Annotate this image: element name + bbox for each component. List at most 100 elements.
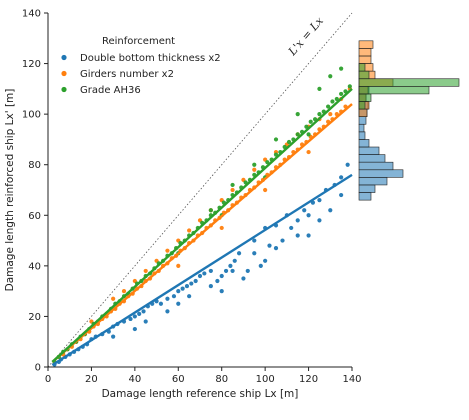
histogram-bar-series-0 (358, 123, 365, 133)
scatter-point-series-1 (230, 187, 235, 193)
histogram-bar-series-2 (358, 63, 366, 72)
scatter-point-series-0 (328, 208, 333, 213)
scatter-point-series-2 (308, 119, 313, 124)
scatter-point-series-2 (295, 132, 300, 137)
histogram-bar-series-0 (358, 116, 367, 125)
x-tick-label: 120 (299, 374, 318, 385)
scatter-point-series-0 (187, 294, 192, 299)
fit-line-series-0 (51, 173, 353, 366)
histogram-bar-series-2 (358, 70, 370, 80)
scatter-point-series-0 (258, 263, 263, 268)
scatter-point-series-1 (187, 228, 192, 233)
histogram-bar-series-2 (358, 86, 430, 95)
histogram-bar-series-2 (358, 101, 366, 110)
scatter-point-series-1 (219, 225, 224, 231)
histogram-bar-series-1 (358, 55, 372, 64)
scatter-point-series-2 (230, 182, 235, 188)
scatter-point-series-0 (189, 281, 194, 286)
scatter-point-series-0 (171, 294, 177, 299)
legend-title: Reinforcement (102, 36, 175, 47)
x-tick-label: 40 (128, 374, 141, 385)
x-tick-label: 80 (215, 374, 228, 385)
scatter-point-series-0 (339, 192, 344, 198)
scatter-point-series-2 (347, 84, 352, 89)
scatter-point-series-0 (180, 286, 185, 291)
histogram-bar-series-2 (358, 93, 372, 102)
scatter-point-series-1 (121, 289, 127, 294)
scatter-point-series-2 (273, 137, 279, 142)
scatter-point-series-0 (197, 273, 203, 279)
scatter-point-series-1 (252, 167, 257, 172)
scatter-point-series-0 (289, 225, 294, 231)
histogram-bar-series-1 (358, 48, 372, 57)
y-tick-label: 140 (22, 9, 41, 20)
scatter-point-series-0 (280, 238, 285, 243)
histogram-bar-series-0 (358, 161, 394, 171)
fit-line-series-2 (51, 87, 353, 363)
y-tick-label: 0 (35, 363, 41, 374)
scatter-point-series-1 (328, 112, 333, 117)
scatter-point-series-2 (334, 96, 339, 102)
scatter-point-series-1 (306, 149, 311, 155)
scatter-point-series-0 (143, 319, 148, 324)
scatter-point-series-0 (263, 258, 268, 263)
scatter-point-series-0 (295, 218, 300, 223)
histogram-bar-series-2 (358, 78, 460, 87)
y-tick-label: 40 (28, 261, 41, 272)
identity-line (47, 12, 353, 368)
scatter-point-series-0 (252, 251, 257, 256)
scatter-point-series-2 (252, 162, 257, 167)
y-axis-label: Damage length reinforced ship Lx' [m] (4, 89, 16, 292)
scatter-point-series-0 (208, 283, 213, 289)
scatter-point-series-2 (339, 66, 344, 71)
scatter-point-series-0 (295, 233, 300, 238)
legend-entry-label: Double bottom thickness x2 (80, 53, 221, 64)
scatter-point-series-2 (208, 208, 213, 213)
identity-line-annotation: L'x = Lx (285, 14, 326, 59)
scatter-point-series-1 (143, 268, 148, 274)
x-tick-label: 100 (256, 374, 275, 385)
scatter-point-series-2 (265, 160, 270, 165)
histogram-bar-series-0 (358, 184, 376, 193)
scatter-point-series-0 (165, 296, 170, 301)
scatter-point-series-0 (228, 263, 233, 268)
scatter-point-series-0 (245, 268, 250, 274)
x-tick-label: 20 (85, 374, 98, 385)
scatter-point-series-0 (219, 273, 224, 279)
scatter-point-series-0 (111, 334, 116, 339)
marginal-histogram (358, 40, 460, 201)
legend-entry-label: Grade AH36 (80, 85, 141, 96)
histogram-bar-series-0 (358, 192, 372, 201)
scatter-point-series-2 (295, 112, 300, 117)
histogram-bar-series-0 (358, 169, 404, 178)
fit-line-series-1 (51, 103, 353, 363)
scatter-point-series-0 (252, 238, 257, 243)
scatter-point-series-0 (128, 316, 133, 322)
legend-entry-label: Girders number x2 (80, 69, 174, 80)
scatter-point-series-0 (345, 162, 350, 167)
scatter-point-series-2 (339, 91, 344, 97)
y-tick-label: 100 (22, 110, 41, 121)
y-tick-label: 20 (28, 312, 41, 323)
scatter-point-series-0 (306, 233, 311, 238)
plot-area (47, 12, 353, 368)
scatter-point-series-0 (241, 276, 246, 281)
y-tick-label: 60 (28, 211, 41, 222)
scatter-point-series-0 (273, 246, 279, 251)
scatter-point-series-1 (176, 263, 181, 268)
histogram-bar-series-0 (358, 154, 386, 163)
scatter-point-series-2 (330, 99, 335, 104)
histogram-bar-series-1 (358, 40, 374, 49)
scatter-point-series-0 (132, 326, 137, 332)
legend-marker (61, 86, 67, 93)
scatter-point-series-0 (158, 301, 164, 306)
legend-marker (61, 54, 67, 61)
histogram-bar-series-0 (358, 131, 366, 140)
x-tick-label: 60 (172, 374, 185, 385)
histogram-bar-series-1 (358, 108, 368, 117)
scatter-point-series-2 (328, 74, 333, 79)
scatter-point-series-0 (202, 271, 207, 276)
axes: 0 20 40 60 80 100 120 140 0 20 40 60 80 100 120 140 (22, 9, 362, 386)
scatter-point-series-0 (165, 309, 170, 314)
